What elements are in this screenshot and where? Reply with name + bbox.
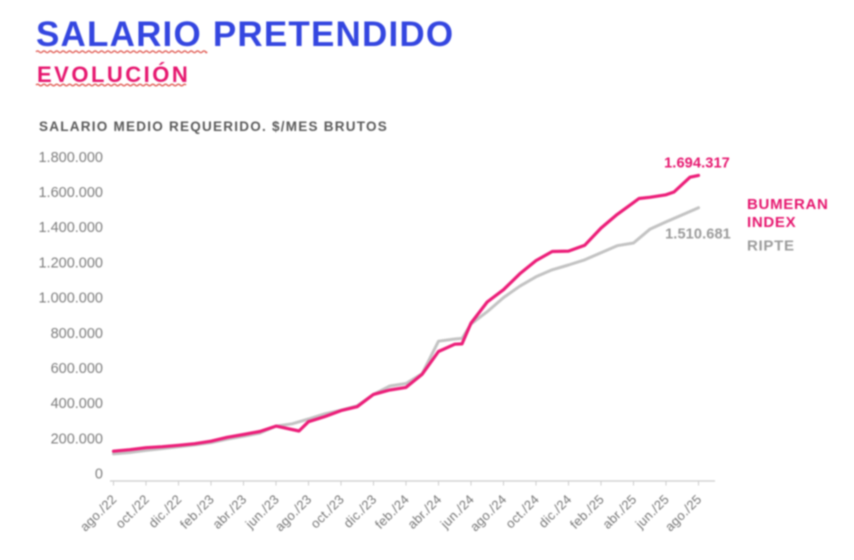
svg-text:oct./22: oct./22 (112, 492, 152, 532)
svg-text:dic./23: dic./23 (340, 492, 379, 531)
svg-text:200.000: 200.000 (51, 431, 103, 447)
svg-text:ago./24: ago./24 (467, 492, 510, 535)
svg-text:600.000: 600.000 (51, 361, 103, 377)
svg-text:800.000: 800.000 (51, 326, 103, 342)
svg-text:INDEX: INDEX (747, 214, 796, 231)
svg-text:feb./24: feb./24 (372, 492, 412, 532)
svg-text:1.000.000: 1.000.000 (38, 291, 103, 307)
svg-text:abr./23: abr./23 (209, 492, 249, 532)
svg-text:feb./23: feb./23 (177, 492, 217, 532)
svg-text:1.800.000: 1.800.000 (38, 150, 103, 166)
svg-text:0: 0 (95, 467, 103, 483)
svg-text:oct./24: oct./24 (502, 492, 542, 532)
svg-text:oct./23: oct./23 (307, 492, 347, 532)
svg-text:1.510.681: 1.510.681 (665, 226, 731, 242)
svg-text:ago./22: ago./22 (77, 492, 120, 535)
svg-text:400.000: 400.000 (51, 396, 103, 412)
svg-text:dic./24: dic./24 (535, 492, 574, 531)
svg-text:feb./25: feb./25 (567, 492, 607, 532)
svg-text:ago./25: ago./25 (662, 492, 705, 535)
svg-text:1.694.317: 1.694.317 (664, 155, 730, 171)
svg-text:ago./23: ago./23 (272, 492, 315, 535)
svg-text:1.400.000: 1.400.000 (38, 220, 103, 236)
svg-text:dic./22: dic./22 (145, 492, 184, 531)
svg-text:1.200.000: 1.200.000 (38, 255, 103, 271)
svg-text:abr./24: abr./24 (404, 492, 444, 532)
svg-text:RIPTE: RIPTE (747, 238, 795, 255)
svg-text:abr./25: abr./25 (599, 492, 639, 532)
svg-text:1.600.000: 1.600.000 (38, 185, 103, 201)
svg-text:BUMERAN: BUMERAN (747, 196, 829, 213)
